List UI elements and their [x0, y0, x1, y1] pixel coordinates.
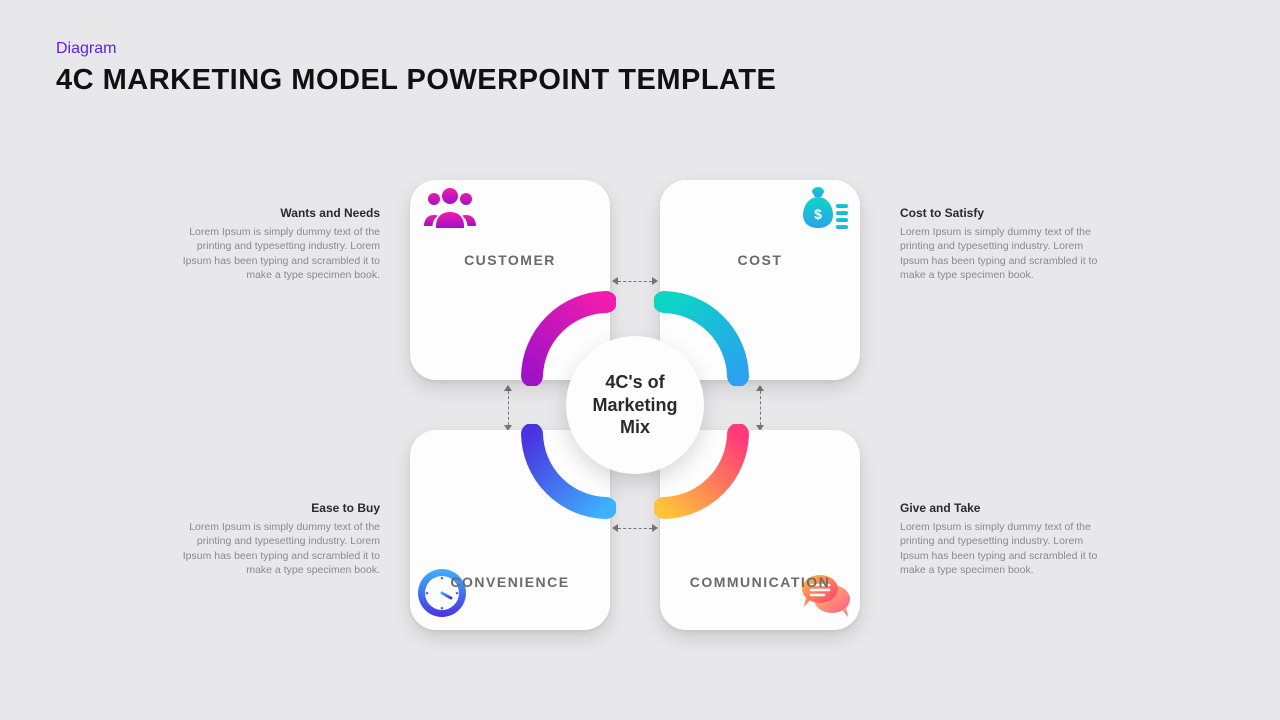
hub-line2: Marketing	[592, 395, 677, 415]
card-convenience-label: CONVENIENCE	[410, 574, 610, 590]
blurb-customer: Wants and Needs Lorem Ipsum is simply du…	[180, 205, 380, 282]
blurb-communication: Give and Take Lorem Ipsum is simply dumm…	[900, 500, 1100, 577]
connector-left	[502, 385, 516, 431]
blurb-convenience-body: Lorem Ipsum is simply dummy text of the …	[180, 520, 380, 577]
blurb-cost: Cost to Satisfy Lorem Ipsum is simply du…	[900, 205, 1100, 282]
svg-text:$: $	[814, 206, 822, 222]
page-title: 4C MARKETING MODEL POWERPOINT TEMPLATE	[56, 64, 776, 97]
eyebrow-label: Diagram	[56, 40, 116, 58]
hub-circle: 4C's of Marketing Mix	[566, 336, 704, 474]
diagram-stage: CUSTOMER $	[390, 160, 890, 660]
blurb-cost-body: Lorem Ipsum is simply dummy text of the …	[900, 225, 1100, 282]
money-bag-icon: $	[794, 186, 850, 239]
blurb-communication-title: Give and Take	[900, 500, 1100, 516]
blurb-customer-title: Wants and Needs	[180, 205, 380, 221]
connector-top	[612, 275, 658, 289]
hub-text: 4C's of Marketing Mix	[592, 371, 677, 439]
hub-line3: Mix	[620, 417, 650, 437]
card-cost: $ COST	[660, 180, 860, 380]
blurb-communication-body: Lorem Ipsum is simply dummy text of the …	[900, 520, 1100, 577]
people-icon	[422, 186, 478, 235]
connector-bottom	[612, 522, 658, 536]
blurb-convenience: Ease to Buy Lorem Ipsum is simply dummy …	[180, 500, 380, 577]
card-cost-label: COST	[660, 252, 860, 268]
connector-right	[754, 385, 768, 431]
card-customer-label: CUSTOMER	[410, 252, 610, 268]
card-customer: CUSTOMER	[410, 180, 610, 380]
blurb-cost-title: Cost to Satisfy	[900, 205, 1100, 221]
hub-line1: 4C's of	[605, 372, 664, 392]
blurb-customer-body: Lorem Ipsum is simply dummy text of the …	[180, 225, 380, 282]
card-convenience: CONVENIENCE	[410, 430, 610, 630]
blurb-convenience-title: Ease to Buy	[180, 500, 380, 516]
card-communication: COMMUNICATION	[660, 430, 860, 630]
card-communication-label: COMMUNICATION	[660, 574, 860, 590]
